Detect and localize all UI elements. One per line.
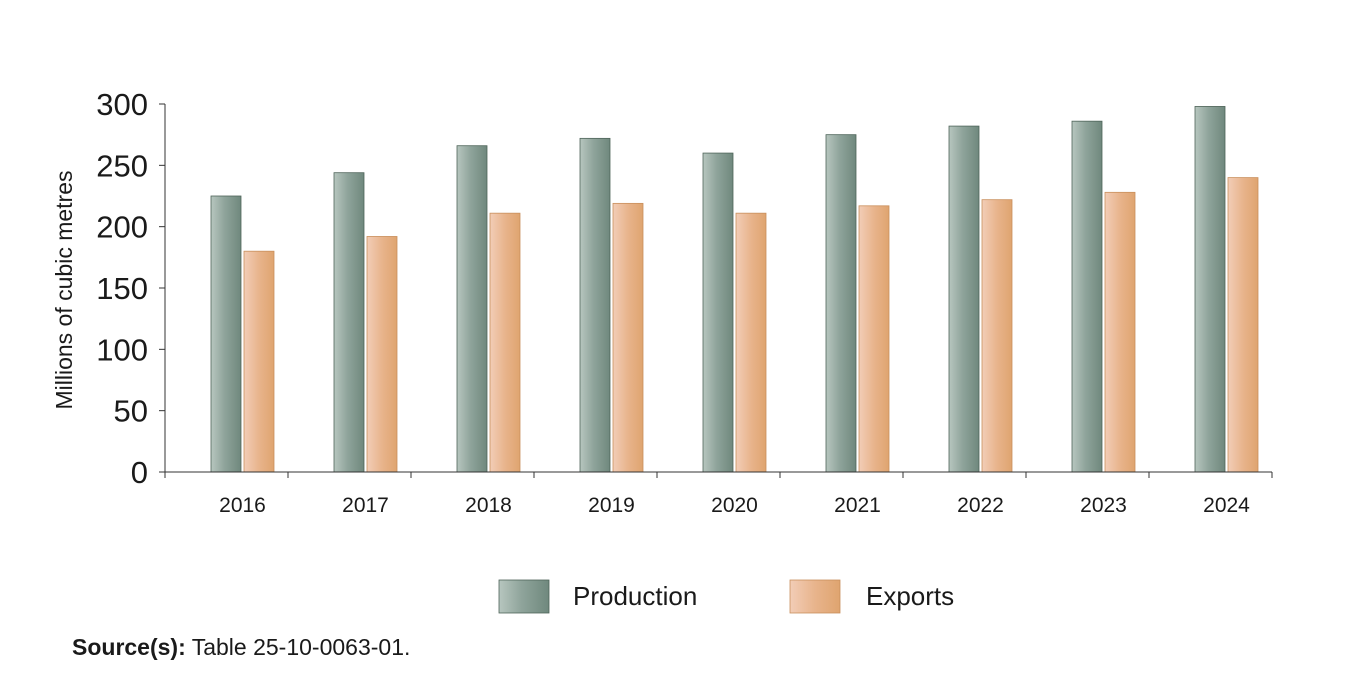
bar-exports-2020 xyxy=(735,212,767,473)
x-tick-label: 2022 xyxy=(957,494,1004,517)
legend-swatch-production xyxy=(498,579,550,614)
x-axis: 2016 2017 2018 2019 2020 2021 2022 2023 2024 xyxy=(164,471,1273,517)
legend-label-production: Production xyxy=(573,581,697,611)
bar-exports-2019 xyxy=(612,202,644,473)
bars xyxy=(210,106,1259,473)
bar-exports-2017 xyxy=(366,236,398,473)
x-tick-label: 2019 xyxy=(588,494,635,517)
bar-production-2021 xyxy=(825,134,857,473)
x-tick-label: 2024 xyxy=(1203,494,1250,517)
x-tick-label: 2023 xyxy=(1080,494,1127,517)
x-tick-label: 2021 xyxy=(834,494,881,517)
bar-production-2023 xyxy=(1071,120,1103,473)
source-text: Table 25-10-0063-01. xyxy=(185,634,411,660)
bar-exports-2022 xyxy=(981,199,1013,473)
bar-exports-2018 xyxy=(489,212,521,473)
legend-label-exports: Exports xyxy=(866,581,954,611)
y-tick-label: 100 xyxy=(96,332,148,367)
y-tick-label: 0 xyxy=(131,455,148,490)
bar-production-2018 xyxy=(456,145,488,473)
source-label: Source(s): xyxy=(72,634,186,660)
x-tick-label: 2020 xyxy=(711,494,758,517)
bar-production-2016 xyxy=(210,195,242,473)
bar-production-2019 xyxy=(579,137,611,473)
y-axis: 0 50 100 150 200 250 300 xyxy=(96,87,166,490)
y-tick-label: 200 xyxy=(96,210,148,245)
legend-swatch-exports xyxy=(789,579,841,614)
source-note: Source(s): Table 25-10-0063-01. xyxy=(72,632,410,662)
bar-production-2024 xyxy=(1194,106,1226,473)
bar-production-2020 xyxy=(702,152,734,473)
x-tick-label: 2016 xyxy=(219,494,266,517)
bar-exports-2023 xyxy=(1104,191,1136,473)
bar-exports-2016 xyxy=(243,250,275,473)
bar-exports-2024 xyxy=(1227,177,1259,473)
x-tick-label: 2017 xyxy=(342,494,389,517)
bar-production-2022 xyxy=(948,125,980,473)
bar-exports-2021 xyxy=(858,205,890,473)
legend: Production Exports xyxy=(498,579,954,614)
y-tick-label: 150 xyxy=(96,271,148,306)
y-tick-label: 50 xyxy=(114,394,148,429)
y-tick-label: 300 xyxy=(96,87,148,122)
x-tick-label: 2018 xyxy=(465,494,512,517)
bar-production-2017 xyxy=(333,172,365,473)
y-axis-label: Millions of cubic metres xyxy=(51,170,77,409)
y-tick-label: 250 xyxy=(96,148,148,183)
